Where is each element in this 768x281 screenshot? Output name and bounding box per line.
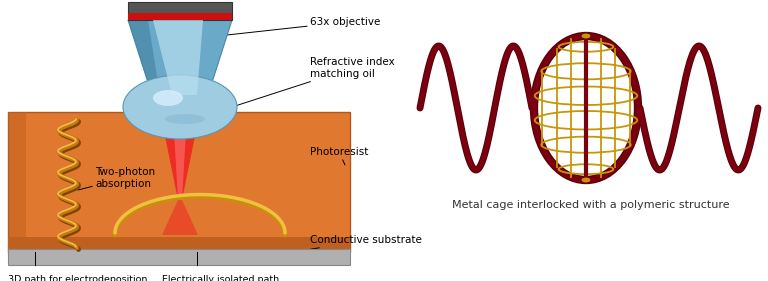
Polygon shape [157, 97, 203, 200]
Polygon shape [8, 112, 350, 252]
Polygon shape [128, 2, 232, 20]
Polygon shape [8, 237, 350, 252]
Polygon shape [162, 200, 198, 235]
Polygon shape [128, 13, 232, 20]
Ellipse shape [123, 75, 237, 139]
Text: Metal cage interlocked with a polymeric structure: Metal cage interlocked with a polymeric … [452, 200, 730, 210]
Text: 63x objective: 63x objective [227, 17, 380, 35]
Text: 3D path for electrodeposition: 3D path for electrodeposition [8, 275, 147, 281]
Polygon shape [153, 20, 203, 95]
Text: Refractive index
matching oil: Refractive index matching oil [232, 57, 395, 107]
Text: Electrically isolated path: Electrically isolated path [162, 275, 279, 281]
Ellipse shape [581, 33, 591, 39]
Text: Two-photon
absorption: Two-photon absorption [78, 167, 155, 190]
Polygon shape [8, 112, 26, 252]
Ellipse shape [153, 90, 183, 106]
Polygon shape [8, 249, 350, 265]
Ellipse shape [165, 114, 205, 124]
Text: Photoresist: Photoresist [310, 147, 369, 165]
Polygon shape [128, 20, 232, 95]
Text: Conductive substrate: Conductive substrate [270, 235, 422, 256]
Polygon shape [128, 20, 160, 95]
Ellipse shape [581, 177, 591, 183]
Polygon shape [172, 97, 188, 200]
